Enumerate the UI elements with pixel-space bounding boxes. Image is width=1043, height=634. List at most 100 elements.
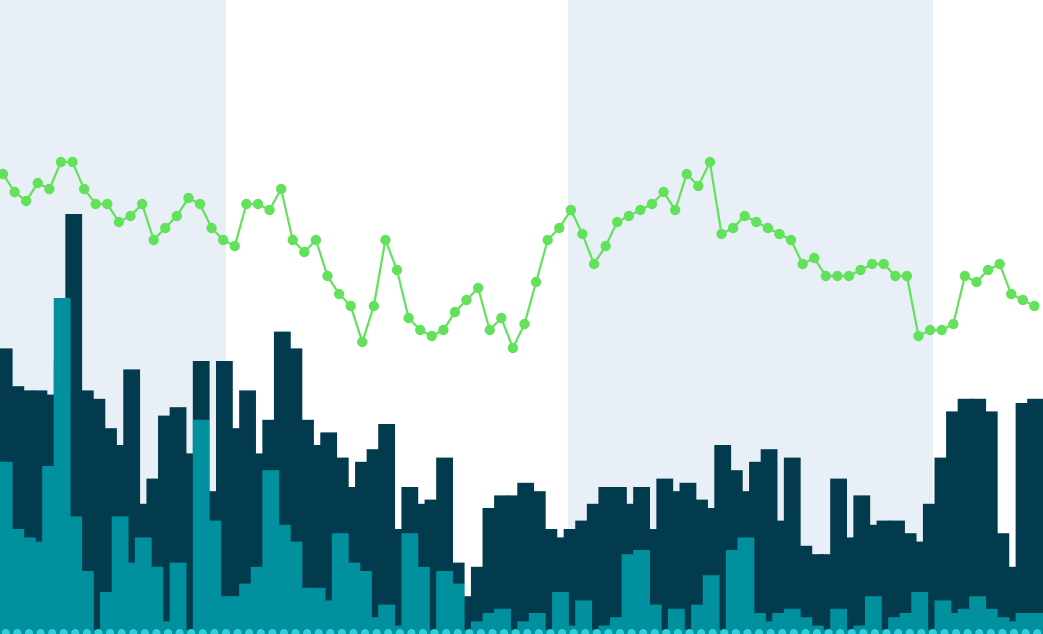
line-point-82 (936, 324, 947, 336)
baseline-dot-49 (558, 629, 567, 634)
line-point-11 (113, 216, 125, 228)
line-point-2 (9, 186, 20, 198)
line-point-75 (855, 264, 866, 276)
baseline-dot-24 (268, 629, 277, 634)
bar-teal-51 (575, 600, 593, 634)
line-point-61 (693, 180, 704, 192)
baseline-dot-75 (859, 629, 868, 634)
baseline-dot-3 (24, 629, 33, 634)
baseline-dot-52 (592, 629, 601, 634)
line-point-74 (843, 270, 855, 282)
baseline-dot-11 (117, 629, 126, 634)
line-point-67 (762, 222, 774, 234)
line-point-7 (67, 156, 78, 168)
baseline-dot-86 (986, 629, 995, 634)
baseline-dot-62 (708, 629, 717, 634)
line-point-46 (519, 318, 530, 330)
line-point-90 (1029, 300, 1040, 312)
line-point-13 (136, 198, 148, 210)
baseline-dot-8 (82, 629, 91, 634)
bar-teal-8 (76, 571, 94, 634)
bar-teal-40 (447, 583, 465, 634)
line-point-66 (751, 216, 762, 228)
line-point-62 (704, 156, 716, 168)
baseline-dot-36 (407, 629, 416, 634)
baseline-dot-74 (847, 629, 856, 634)
baseline-dot-90 (1033, 629, 1042, 634)
line-point-76 (866, 258, 878, 270)
baseline-dot-43 (488, 629, 497, 634)
line-point-27 (299, 246, 310, 258)
line-point-12 (125, 210, 136, 222)
baseline-dot-29 (326, 629, 335, 634)
baseline-dot-60 (685, 629, 694, 634)
line-point-69 (785, 234, 797, 246)
baseline-dot-16 (175, 629, 184, 634)
line-point-33 (368, 300, 380, 312)
line-point-38 (426, 330, 437, 342)
baseline-dot-64 (731, 629, 740, 634)
line-point-25 (275, 183, 287, 195)
line-point-64 (727, 222, 739, 234)
baseline-dot-32 (361, 629, 370, 634)
baseline-dot-33 (372, 629, 381, 634)
line-point-23 (252, 198, 264, 210)
baseline-dot-63 (720, 629, 729, 634)
line-point-87 (994, 258, 1005, 270)
baseline-dot-23 (256, 629, 265, 634)
baseline-dot-7 (71, 629, 80, 634)
baseline-dot-85 (975, 629, 984, 634)
baseline-dot-18 (198, 629, 207, 634)
baseline-dot-78 (894, 629, 903, 634)
line-point-81 (924, 324, 936, 336)
line-point-20 (217, 234, 229, 246)
baseline-dot-82 (940, 629, 949, 634)
bar-teal-49 (552, 592, 569, 634)
line-point-18 (194, 198, 206, 210)
baseline-dot-59 (673, 629, 682, 634)
baseline-dot-67 (766, 629, 775, 634)
baseline-dot-61 (697, 629, 706, 634)
baseline-dot-76 (870, 629, 879, 634)
baseline-dot-68 (778, 629, 787, 634)
line-point-65 (739, 210, 750, 222)
baseline-dot-41 (465, 629, 474, 634)
line-point-44 (496, 312, 507, 324)
bar-teal-62 (702, 575, 720, 634)
line-point-52 (588, 258, 600, 270)
line-point-80 (913, 330, 924, 342)
line-point-86 (982, 264, 994, 276)
line-point-57 (646, 198, 658, 210)
line-point-34 (380, 234, 391, 246)
line-point-43 (484, 324, 495, 336)
baseline-dot-31 (349, 629, 358, 634)
baseline-dot-37 (418, 629, 427, 634)
baseline-dot-30 (337, 629, 346, 634)
baseline-dot-46 (523, 629, 532, 634)
baseline-dot-70 (801, 629, 810, 634)
baseline-dot-4 (36, 629, 45, 634)
line-point-48 (542, 234, 553, 246)
baseline-dot-71 (813, 629, 822, 634)
line-point-89 (1017, 294, 1029, 306)
baseline-dot-14 (152, 629, 161, 634)
baseline-dot-87 (998, 629, 1007, 634)
line-point-17 (183, 192, 194, 204)
line-point-32 (357, 336, 368, 348)
line-point-36 (403, 312, 414, 324)
line-point-58 (658, 186, 669, 198)
line-point-68 (774, 228, 785, 240)
line-point-3 (20, 195, 32, 207)
line-point-79 (901, 270, 913, 282)
line-point-70 (797, 258, 808, 270)
line-point-15 (160, 222, 171, 234)
baseline-dot-9 (94, 629, 103, 634)
bar-teal-14 (146, 566, 164, 634)
line-point-78 (890, 270, 901, 282)
line-point-4 (32, 177, 43, 189)
baseline-dot-65 (743, 629, 752, 634)
baseline-dot-28 (314, 629, 323, 634)
line-point-35 (391, 264, 403, 276)
line-point-72 (820, 270, 832, 282)
